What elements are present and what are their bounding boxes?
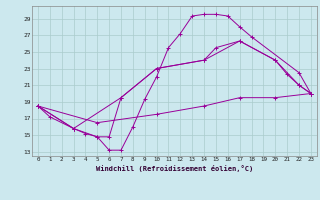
X-axis label: Windchill (Refroidissement éolien,°C): Windchill (Refroidissement éolien,°C) — [96, 165, 253, 172]
